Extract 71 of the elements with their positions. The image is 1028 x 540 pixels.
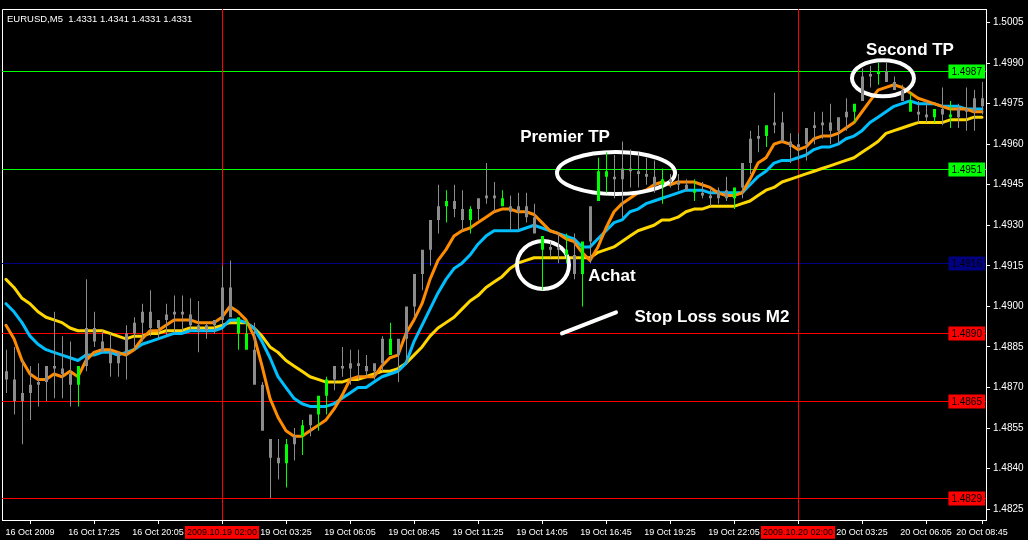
candlestick xyxy=(925,100,928,123)
candlestick xyxy=(965,87,968,131)
candlestick xyxy=(61,336,64,399)
x-tick-label: 19 Oct 16:45 xyxy=(580,526,632,537)
candlestick xyxy=(645,157,648,185)
y-tick-label: 1.4990 xyxy=(993,56,1025,68)
candlestick xyxy=(869,65,872,88)
candlestick xyxy=(549,241,552,258)
x-tick-label: 16 Oct 2009 xyxy=(5,526,55,537)
candlestick xyxy=(813,111,816,145)
x-tick-label: 19 Oct 22:05 xyxy=(708,526,760,537)
candlestick xyxy=(485,163,488,204)
candlestick xyxy=(773,92,776,134)
annotation: Stop Loss sous M2 xyxy=(634,307,790,327)
candlestick xyxy=(757,125,760,153)
x-tick-label: 2009.10.20 02:00 xyxy=(762,526,834,537)
annotation: Premier TP xyxy=(520,127,610,147)
x-tick-label: 19 Oct 03:25 xyxy=(260,526,312,537)
y-tick-label: 1.4870 xyxy=(993,381,1025,393)
x-tick-label: 20 Oct 03:25 xyxy=(836,526,888,537)
candlestick xyxy=(797,133,800,161)
y-tick-label: 1.4840 xyxy=(993,462,1025,474)
x-tick-label: 19 Oct 19:25 xyxy=(644,526,696,537)
candlestick xyxy=(341,346,344,377)
candlestick xyxy=(37,363,40,407)
ref-line-label: 1.4865 xyxy=(951,395,983,407)
y-tick-label: 1.4825 xyxy=(993,502,1025,514)
x-tick-label: 20 Oct 06:05 xyxy=(900,526,952,537)
candlestick xyxy=(949,100,952,128)
y-tick-label: 1.4960 xyxy=(993,137,1025,149)
candlestick xyxy=(637,152,640,188)
y-tick-label: 1.5005 xyxy=(993,16,1025,28)
candlestick xyxy=(693,179,696,201)
y-tick-label: 1.4855 xyxy=(993,421,1025,433)
x-tick-label: 19 Oct 06:05 xyxy=(324,526,376,537)
candlestick xyxy=(349,349,352,385)
candlestick xyxy=(357,349,360,380)
ref-line-label: 1.4916 xyxy=(951,257,983,269)
candlestick xyxy=(557,233,560,264)
y-tick-label: 1.4915 xyxy=(993,259,1025,271)
candlestick xyxy=(29,365,32,420)
annotation: Second TP xyxy=(866,40,954,60)
x-tick-label: 16 Oct 20:05 xyxy=(132,526,184,537)
ref-line-label: 1.4829 xyxy=(951,492,983,504)
y-tick-label: 1.4900 xyxy=(993,300,1025,312)
x-tick-label: 19 Oct 14:05 xyxy=(516,526,568,537)
ref-line-label: 1.4890 xyxy=(951,327,983,339)
ref-line-label: 1.4951 xyxy=(951,163,983,175)
candlestick xyxy=(677,173,680,191)
x-tick-label: 20 Oct 08:45 xyxy=(956,526,1008,537)
candlestick xyxy=(181,295,184,331)
x-tick-label: 19 Oct 08:45 xyxy=(388,526,440,537)
candlestick xyxy=(509,195,512,231)
candlestick xyxy=(613,155,616,199)
candlestick xyxy=(173,295,176,334)
x-tick-label: 2009.10.19 02:00 xyxy=(186,526,258,537)
x-tick-label: 16 Oct 17:25 xyxy=(68,526,120,537)
candlestick xyxy=(53,311,56,399)
candlestick xyxy=(789,133,792,164)
chart-title: EURUSD,M5 1.4331 1.4341 1.4331 1.4331 xyxy=(7,12,193,24)
y-tick-label: 1.4885 xyxy=(993,340,1025,352)
y-tick-label: 1.4975 xyxy=(993,97,1025,109)
y-tick-label: 1.4945 xyxy=(993,178,1025,190)
annotation: Achat xyxy=(588,265,636,285)
candlestick xyxy=(517,192,520,231)
candlestick xyxy=(197,301,200,353)
x-tick-label: 19 Oct 11:25 xyxy=(452,526,504,537)
candlestick xyxy=(701,182,704,199)
candlestick xyxy=(21,360,24,445)
ref-line-label: 1.4987 xyxy=(951,65,983,77)
y-tick-label: 1.4930 xyxy=(993,219,1025,231)
